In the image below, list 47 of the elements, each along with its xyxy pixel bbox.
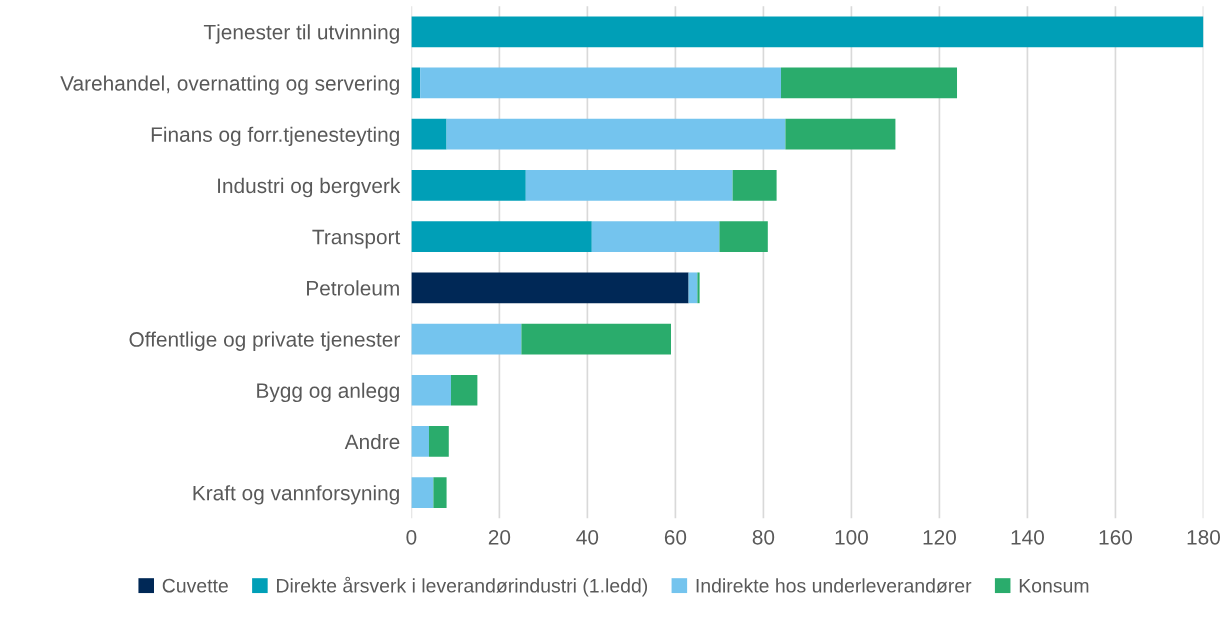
x-tick-label: 0	[406, 529, 417, 545]
y-tick-label: Offentlige og private tjenester	[129, 331, 400, 351]
legend-label: Indirekte hos underleverandører	[696, 578, 972, 593]
x-tick-label: 100	[835, 529, 868, 545]
bar	[411, 426, 429, 457]
x-tick-label: 140	[1011, 529, 1044, 545]
x-tick-label: 60	[664, 529, 687, 545]
bar	[411, 118, 447, 150]
x-tick-label: 40	[576, 529, 599, 545]
bar	[411, 477, 434, 509]
x-tick-label: 120	[923, 529, 956, 545]
legend-label: Konsum	[1019, 579, 1089, 593]
bar	[411, 272, 689, 304]
legend-label: Direkte årsverk i leverandørindustri (1.ledd)	[277, 576, 648, 597]
y-tick-label: Finans og forr.tjenesteyting	[151, 126, 399, 147]
bar	[732, 170, 777, 201]
bar	[525, 170, 733, 201]
y-tick-label: Transport	[312, 229, 401, 249]
bar	[781, 67, 958, 99]
y-tick-label: Industri og bergverk	[218, 177, 401, 198]
y-tick-label: Bygg og anlegg	[257, 382, 399, 403]
bar	[785, 118, 896, 150]
x-tick-label: 20	[488, 529, 511, 545]
x-tick-label: 180	[1187, 529, 1221, 545]
bar	[446, 118, 786, 150]
y-tick-label: Kraft og vannforsyning	[193, 485, 399, 505]
bar	[450, 374, 478, 406]
bar	[719, 221, 768, 252]
bar	[521, 323, 671, 355]
bar	[428, 426, 449, 457]
bar	[697, 272, 700, 304]
legend-label: Cuvette	[162, 578, 228, 593]
bar	[411, 374, 451, 406]
y-tick-label: Andre	[344, 433, 400, 450]
bar	[411, 16, 1204, 48]
bar	[420, 67, 782, 99]
y-tick-label: Petroleum	[307, 280, 399, 296]
bar	[433, 477, 447, 509]
bar	[411, 323, 522, 355]
bar	[411, 221, 592, 252]
y-tick-label: Varehandel, overnatting og servering	[60, 75, 399, 95]
bar	[591, 221, 720, 252]
bar	[411, 170, 526, 201]
bar	[688, 272, 698, 304]
x-tick-label: 160	[1099, 529, 1132, 545]
y-tick-label: Tjenester til utvinning	[203, 24, 399, 44]
x-tick-label: 80	[752, 529, 775, 545]
